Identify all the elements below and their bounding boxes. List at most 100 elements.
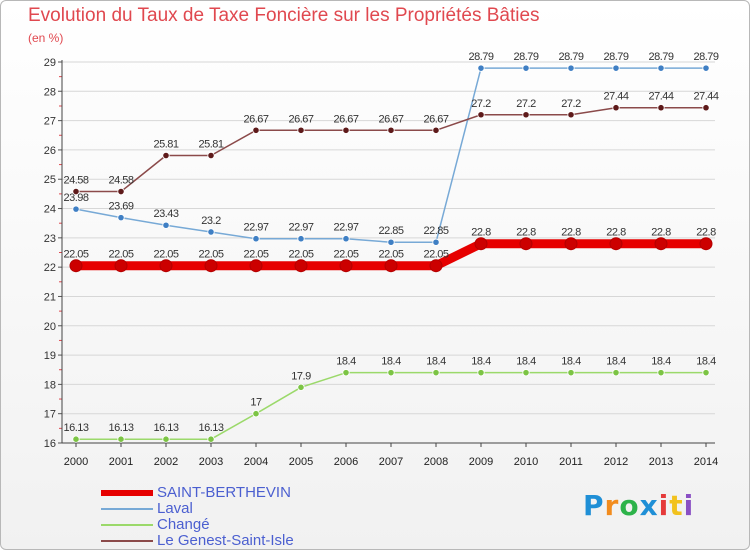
data-label: 24.58 [108,175,133,187]
data-point [207,228,215,236]
data-point [657,369,665,377]
data-point [609,237,623,251]
data-point [477,64,485,72]
x-tick-label: 2007 [379,456,403,468]
data-label: 22.8 [561,227,581,239]
x-tick-label: 2013 [649,456,673,468]
data-point [387,238,395,246]
data-point [477,111,485,119]
data-point [297,126,305,134]
data-label: 22.05 [333,249,358,261]
data-label: 27.44 [648,91,673,103]
data-point [657,64,665,72]
y-tick-label: 20 [44,321,56,333]
x-tick-label: 2012 [604,456,628,468]
x-tick-label: 2002 [154,456,178,468]
logo-letter: x [639,489,659,522]
data-point [432,126,440,134]
data-point [567,111,575,119]
data-point [612,369,620,377]
y-tick-label: 16 [44,438,56,450]
data-label: 28.79 [513,51,538,63]
x-tick-label: 2006 [334,456,358,468]
proxiti-logo[interactable]: Proxiti [583,489,694,522]
x-tick-label: 2005 [289,456,313,468]
data-point [522,64,530,72]
data-point [72,435,80,443]
logo-letter: i [683,489,695,522]
data-point [564,237,578,251]
data-point [252,126,260,134]
data-point [387,369,395,377]
y-tick-label: 27 [44,116,56,128]
y-tick-label: 19 [44,350,56,362]
y-tick-label: 17 [44,409,56,421]
legend-swatch [101,490,153,496]
data-point [522,111,530,119]
data-point [612,104,620,112]
data-label: 27.44 [603,91,628,103]
data-label: 22.85 [423,225,448,237]
data-point [252,235,260,243]
legend-swatch [101,540,153,542]
data-point [429,259,443,273]
data-point [567,369,575,377]
data-label: 25.81 [153,138,178,150]
data-label: 23.69 [108,201,133,213]
data-label: 17 [250,397,262,409]
data-label: 23.43 [153,208,178,220]
legend-swatch [101,508,153,510]
data-point [342,126,350,134]
data-point [162,221,170,229]
data-point [117,187,125,196]
x-tick-label: 2001 [109,456,133,468]
data-point [159,259,173,273]
data-label: 28.79 [468,51,493,63]
data-label: 18.4 [336,356,356,368]
data-label: 26.67 [378,113,403,125]
data-point [519,237,533,251]
x-tick-label: 2010 [514,456,538,468]
legend-label: SAINT-BERTHEVIN [157,484,291,501]
x-tick-label: 2000 [64,456,88,468]
data-label: 28.79 [648,51,673,63]
legend-label: Changé [157,516,210,533]
data-label: 22.8 [606,227,626,239]
data-point [297,235,305,243]
data-label: 27.2 [516,98,536,110]
data-point [72,187,80,196]
data-label: 16.13 [153,422,178,434]
data-point [342,235,350,243]
data-label: 22.05 [378,249,403,261]
data-point [432,369,440,377]
data-point [162,435,170,443]
data-point [249,259,263,273]
y-tick-label: 22 [44,262,56,274]
data-point [294,259,308,273]
logo-letter: t [669,489,684,522]
data-label: 18.4 [381,356,401,368]
data-point [342,369,350,377]
x-tick-label: 2014 [694,456,718,468]
data-label: 28.79 [603,51,628,63]
data-label: 22.05 [423,249,448,261]
y-tick-label: 28 [44,86,56,98]
data-label: 18.4 [471,356,491,368]
legend-swatch [101,524,153,526]
data-point [162,151,170,160]
data-point [387,126,395,134]
data-label: 17.9 [291,370,311,382]
legend-label: Laval [157,500,193,517]
data-label: 18.4 [651,356,671,368]
logo-letter: i [658,489,670,522]
data-label: 28.79 [693,51,718,63]
data-point [474,237,488,251]
data-label: 23.2 [201,215,221,227]
data-label: 27.44 [693,91,718,103]
data-point [522,369,530,377]
data-label: 25.81 [198,138,223,150]
data-label: 18.4 [516,356,536,368]
data-point [384,259,398,273]
data-label: 22.85 [378,225,403,237]
